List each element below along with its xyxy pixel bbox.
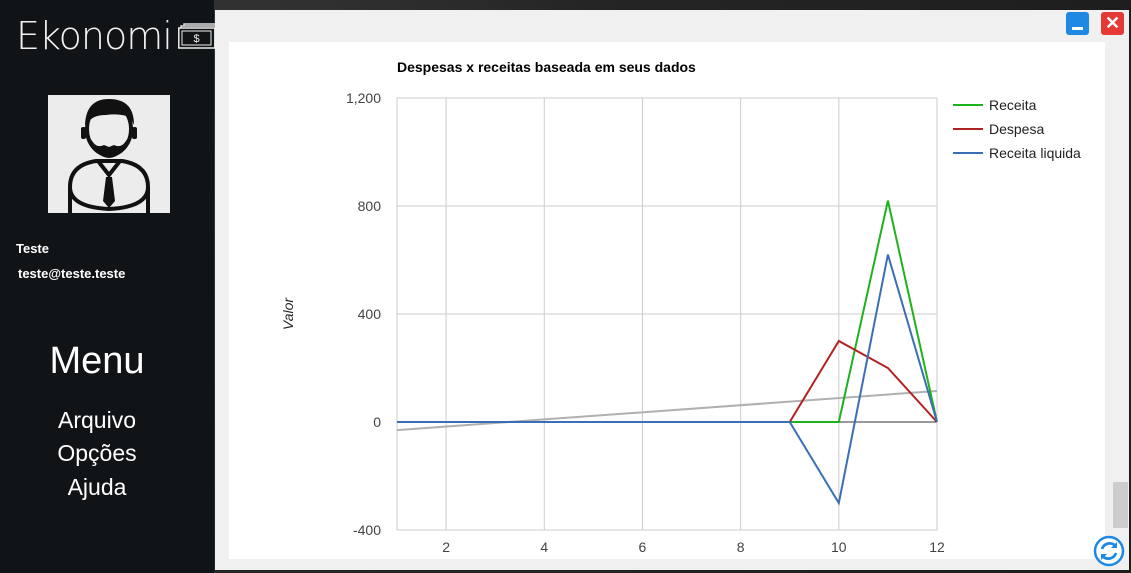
menu-title: Menu	[49, 340, 145, 382]
money-icon: $	[177, 23, 221, 49]
menu-item-ajuda[interactable]: Ajuda	[67, 474, 127, 500]
y-tick-label: 800	[358, 198, 382, 214]
y-tick-label: 1,200	[346, 90, 381, 106]
x-tick-label: 8	[737, 539, 745, 555]
trendline	[396, 389, 938, 432]
x-tick-label: 4	[540, 539, 548, 555]
svg-text:$: $	[193, 33, 199, 45]
app-logo: Ekonomi $	[16, 14, 222, 58]
refresh-icon[interactable]	[1093, 535, 1125, 567]
x-tick-label: 2	[442, 539, 450, 555]
series-line-2	[397, 254, 938, 506]
minimize-button[interactable]	[1066, 12, 1089, 35]
scrollbar-thumb[interactable]	[1113, 482, 1128, 528]
vertical-scrollbar[interactable]	[1112, 42, 1129, 530]
logo-text: Ekonomi	[16, 14, 173, 58]
y-tick-label: 0	[373, 414, 381, 430]
legend-label: Despesa	[989, 121, 1044, 137]
chart-title: Despesas x receitas baseada em seus dado…	[397, 59, 696, 75]
sidebar: Ekonomi $ Teste teste@teste.teste Menu A…	[0, 0, 221, 573]
x-tick-label: 6	[639, 539, 647, 555]
line-chart: Despesas x receitas baseada em seus dado…	[280, 59, 1081, 555]
user-name: Teste	[16, 241, 49, 256]
user-email: teste@teste.teste	[18, 266, 126, 281]
series-line-0	[397, 200, 938, 423]
y-tick-label: -400	[353, 522, 381, 538]
user-avatar	[48, 95, 170, 213]
legend-label: Receita liquida	[989, 145, 1081, 161]
x-tick-label: 12	[929, 539, 945, 555]
chart-panel: Despesas x receitas baseada em seus dado…	[229, 42, 1105, 559]
x-tick-label: 10	[831, 539, 847, 555]
close-button[interactable]: ✕	[1101, 12, 1124, 35]
y-tick-label: 400	[358, 306, 382, 322]
y-axis-label: Valor	[280, 297, 296, 331]
legend-label: Receita	[989, 97, 1037, 113]
menu-item-opcoes[interactable]: Opções	[57, 440, 137, 466]
menu-item-arquivo[interactable]: Arquivo	[58, 407, 136, 433]
